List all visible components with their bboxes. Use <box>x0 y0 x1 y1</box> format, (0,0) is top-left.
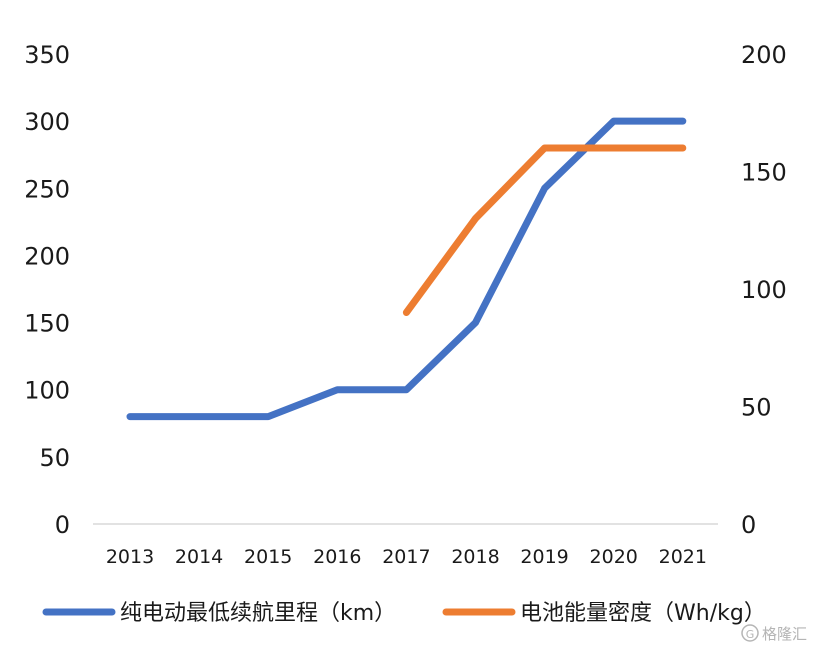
g-logo-icon: G <box>741 624 759 642</box>
x-axis: 2013 2014 2015 2016 2017 2018 2019 2020 2021 <box>106 546 707 568</box>
right-tick-label: 150 <box>741 159 787 187</box>
x-tick-label: 2013 <box>106 546 154 568</box>
left-tick-label: 100 <box>24 377 70 405</box>
svg-text:G: G <box>746 628 755 641</box>
x-tick-label: 2015 <box>244 546 292 568</box>
legend: 纯电动最低续航里程（km） 电池能量密度（Wh/kg） <box>42 601 766 626</box>
series-line-1 <box>126 117 687 421</box>
watermark-text: 格隆汇 <box>762 625 807 643</box>
x-tick-label: 2020 <box>590 546 638 568</box>
left-tick-label: 300 <box>24 108 70 136</box>
left-tick-label: 150 <box>24 310 70 338</box>
left-tick-label: 350 <box>24 41 70 69</box>
legend-label-1: 纯电动最低续航里程（km） <box>120 601 396 626</box>
x-tick-label: 2014 <box>175 546 223 568</box>
left-axis: 0 50 100 150 200 250 300 350 <box>24 41 70 539</box>
series-line-2 <box>402 144 687 316</box>
series-layer <box>126 117 687 421</box>
left-tick-label: 200 <box>24 242 70 270</box>
x-tick-label: 2018 <box>451 546 499 568</box>
right-axis: 0 50 100 150 200 <box>741 41 787 539</box>
left-tick-label: 250 <box>24 175 70 203</box>
x-tick-label: 2016 <box>313 546 361 568</box>
right-tick-label: 50 <box>741 394 772 422</box>
x-tick-label: 2017 <box>382 546 430 568</box>
left-tick-label: 0 <box>55 511 70 539</box>
watermark: G 格隆汇 <box>741 624 807 643</box>
left-tick-label: 50 <box>39 444 70 472</box>
legend-label-2: 电池能量密度（Wh/kg） <box>520 601 766 626</box>
right-tick-label: 100 <box>741 276 787 304</box>
right-tick-label: 0 <box>741 511 756 539</box>
x-tick-label: 2021 <box>659 546 707 568</box>
x-tick-label: 2019 <box>520 546 568 568</box>
right-tick-label: 200 <box>741 41 787 69</box>
